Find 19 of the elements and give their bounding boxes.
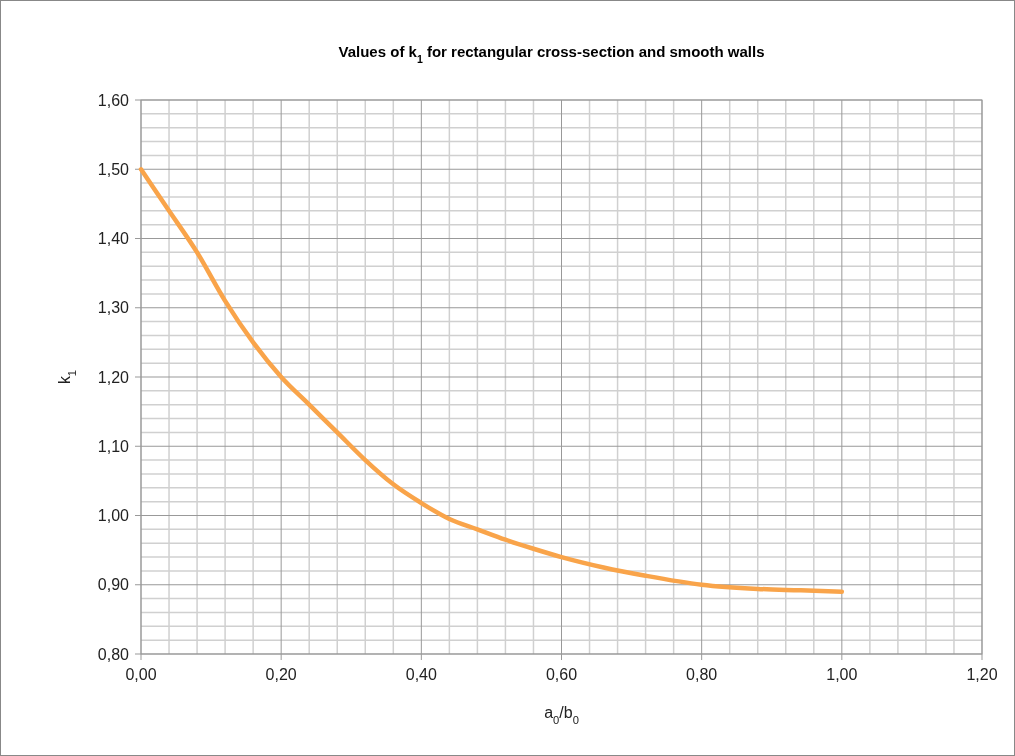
y-tick-label: 1,60 [97,91,130,109]
y-tick-label: 1,30 [97,299,130,317]
x-tick-label: 1,20 [966,666,998,683]
line-series [138,167,845,594]
x-tick-label: 0,40 [405,666,438,683]
y-tick-label: 1,10 [97,437,130,455]
x-axis-title: a$_{0}$/b$_{0}$ [544,704,579,726]
x-tick-label: 0,60 [545,666,578,683]
chart-title: Values of k$_{1}$ for rectangular cross-section and smooth walls [338,43,765,65]
y-tick-label: 1,20 [97,368,130,386]
y-tick-label: 0,80 [97,645,130,663]
x-tick-label: 0,00 [125,666,157,683]
x-tick-label: 1,00 [826,666,858,683]
x-tick-label: 0,80 [686,666,718,683]
y-tick-label: 0,90 [97,576,130,594]
y-tick-label: 1,50 [97,160,130,178]
y-tick-label: 1,40 [97,230,130,248]
x-tick-label: 0,20 [265,666,297,683]
y-tick-label: 1,00 [97,507,130,525]
